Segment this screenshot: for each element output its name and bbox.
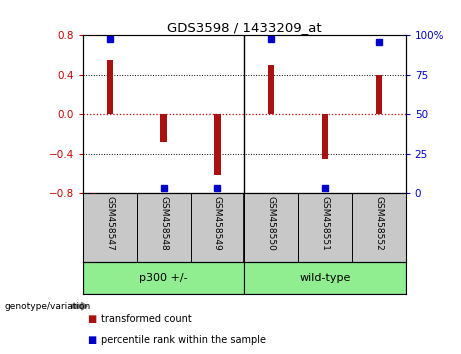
Bar	[322, 114, 328, 160]
Text: GSM458547: GSM458547	[106, 196, 114, 251]
Text: transformed count: transformed count	[101, 314, 192, 324]
Text: GSM458551: GSM458551	[320, 196, 330, 251]
Text: p300 +/-: p300 +/-	[139, 273, 188, 283]
Text: ■: ■	[88, 314, 97, 324]
Text: GSM458550: GSM458550	[267, 196, 276, 251]
Bar	[83, 262, 244, 294]
Bar	[106, 60, 113, 114]
Text: GSM458548: GSM458548	[159, 196, 168, 251]
Text: GSM458552: GSM458552	[374, 196, 383, 251]
Text: genotype/variation: genotype/variation	[5, 302, 91, 311]
Bar	[268, 65, 274, 114]
Title: GDS3598 / 1433209_at: GDS3598 / 1433209_at	[167, 21, 322, 34]
Text: GSM458549: GSM458549	[213, 196, 222, 251]
Text: ■: ■	[88, 335, 97, 345]
Bar	[160, 114, 167, 142]
Bar	[376, 75, 382, 114]
Text: wild-type: wild-type	[299, 273, 351, 283]
Bar	[244, 262, 406, 294]
Bar	[214, 114, 221, 175]
Text: percentile rank within the sample: percentile rank within the sample	[101, 335, 266, 345]
